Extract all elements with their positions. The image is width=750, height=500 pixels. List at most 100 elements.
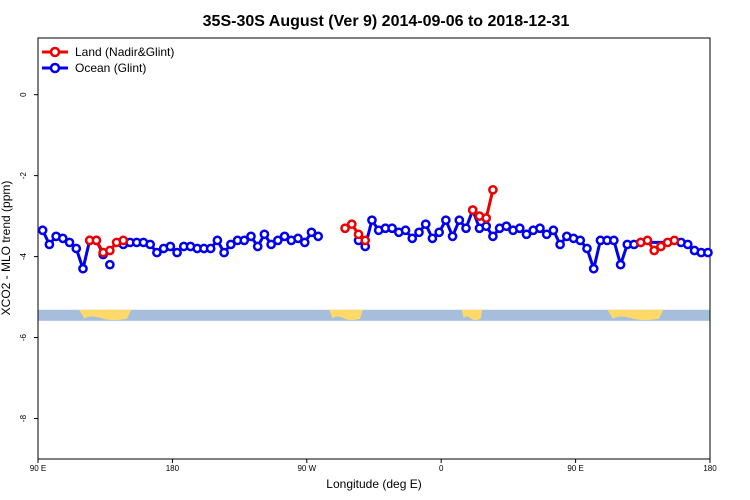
data-point <box>481 213 492 223</box>
data-point <box>588 263 599 274</box>
data-point <box>461 223 471 234</box>
data-point <box>105 245 115 256</box>
data-point <box>407 233 418 244</box>
data-point <box>212 235 223 246</box>
data-point <box>420 219 431 230</box>
legend: Land (Nadir&Glint) Ocean (Glint) <box>42 45 174 75</box>
data-point <box>481 221 492 232</box>
data-point <box>575 235 586 246</box>
data-point <box>219 247 229 258</box>
data-point <box>313 231 324 242</box>
data-point <box>152 247 162 258</box>
series-layer <box>37 184 713 274</box>
data-point <box>37 225 48 236</box>
x-axis: 90 E 180 90 W 0 90 E 180 <box>30 459 717 473</box>
chart-title: 35S-30S August (Ver 9) 2014-09-06 to 201… <box>203 13 570 30</box>
data-point <box>582 243 592 254</box>
legend-label-ocean: Ocean (Glint) <box>75 61 146 75</box>
data-point <box>414 227 424 238</box>
land-patch <box>329 309 363 321</box>
x-tick-label: 0 <box>439 464 444 473</box>
data-point <box>118 235 129 246</box>
data-point <box>441 215 451 226</box>
data-point <box>703 247 713 258</box>
data-point <box>521 229 532 240</box>
legend-label-land: Land (Nadir&Glint) <box>75 45 174 59</box>
x-tick-label: 180 <box>703 464 717 473</box>
data-point <box>615 259 626 270</box>
series-land <box>84 184 680 258</box>
data-point <box>467 205 478 215</box>
data-point <box>642 235 653 246</box>
data-point <box>293 233 303 244</box>
x-tick-label: 180 <box>166 464 180 473</box>
x-tick-label: 90 E <box>567 464 583 473</box>
data-point <box>400 225 411 236</box>
data-point <box>682 239 693 250</box>
x-axis-label: Longitude (deg E) <box>326 477 421 491</box>
data-point <box>346 219 357 230</box>
data-point <box>78 263 88 274</box>
y-tick-label: -6 <box>19 333 28 341</box>
data-point <box>488 231 498 242</box>
data-point <box>501 221 512 232</box>
data-point <box>239 235 250 246</box>
data-point <box>246 231 256 242</box>
data-point <box>205 243 216 254</box>
data-point <box>279 231 290 242</box>
data-point <box>360 235 371 246</box>
data-point <box>669 235 680 246</box>
x-tick-label: 90 E <box>30 464 46 473</box>
data-point <box>145 239 156 250</box>
data-point <box>299 237 310 248</box>
data-point <box>656 241 666 252</box>
data-point <box>447 231 458 242</box>
plot-frame <box>37 37 711 460</box>
legend-marker-land <box>49 46 61 58</box>
data-point <box>488 184 498 195</box>
land-ocean-strip <box>38 309 710 321</box>
legend-marker-ocean <box>49 62 61 74</box>
data-point <box>514 223 525 234</box>
y-tick-label: -2 <box>19 172 28 180</box>
data-point <box>71 243 82 254</box>
data-point <box>225 239 236 250</box>
series-ocean <box>37 205 713 274</box>
data-point <box>367 215 377 226</box>
data-point <box>548 225 559 236</box>
data-point <box>91 235 102 246</box>
data-point <box>44 239 55 250</box>
data-point <box>64 237 75 248</box>
data-point <box>340 223 350 234</box>
data-point <box>609 235 619 246</box>
data-point <box>427 233 438 244</box>
data-point <box>306 227 317 238</box>
data-point <box>57 233 68 244</box>
y-axis: 0 -2 -4 -6 -8 <box>19 92 38 422</box>
data-point <box>105 259 115 270</box>
data-point <box>649 245 660 256</box>
data-point <box>252 241 263 252</box>
data-point <box>165 241 176 252</box>
data-point <box>273 235 283 246</box>
data-point <box>434 227 444 238</box>
x-tick-label: 90 W <box>297 464 316 473</box>
y-tick-label: 0 <box>19 92 28 97</box>
data-point <box>555 239 565 250</box>
data-point <box>259 229 270 240</box>
y-axis-label: XCO2 - MLO trend (ppm) <box>0 181 13 316</box>
data-point <box>541 229 552 240</box>
land-patch <box>461 309 483 321</box>
data-point <box>353 229 364 240</box>
y-tick-label: -4 <box>19 252 28 260</box>
land-patch <box>607 309 664 321</box>
ocean-band <box>38 309 710 321</box>
data-point <box>535 223 545 234</box>
data-point <box>172 247 182 258</box>
land-patch <box>79 309 132 321</box>
data-point <box>387 223 397 234</box>
y-tick-label: -8 <box>19 414 28 422</box>
data-point <box>454 215 465 226</box>
data-point <box>266 239 276 250</box>
